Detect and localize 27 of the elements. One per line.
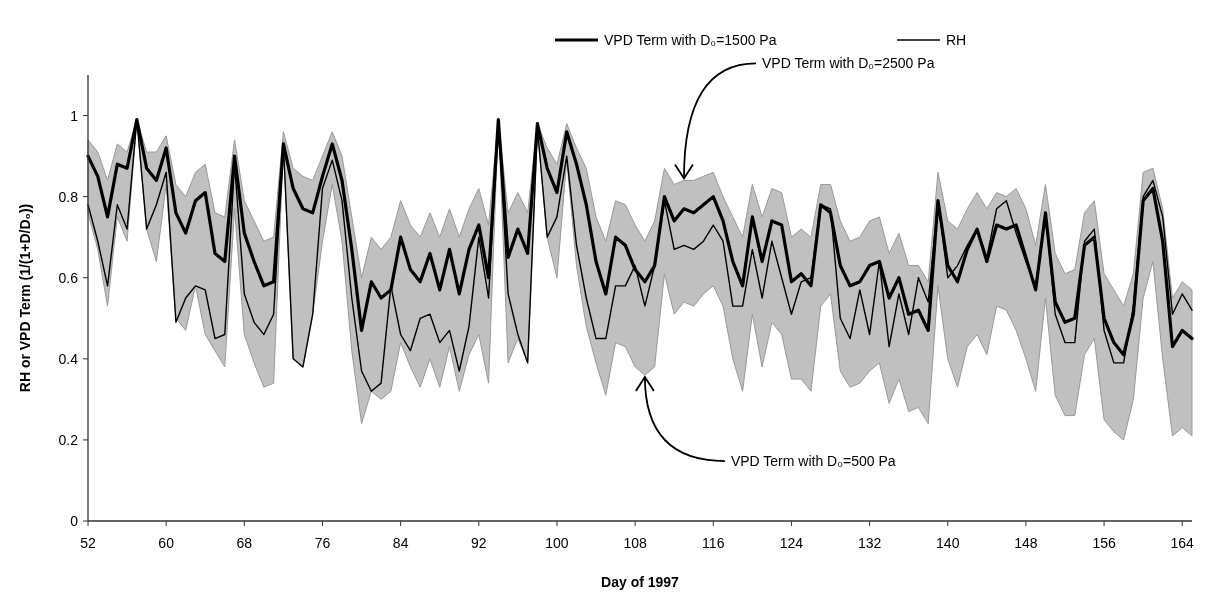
x-tick-label: 116	[702, 535, 725, 551]
legend-label: RH	[946, 32, 967, 48]
y-axis-title: RH or VPD Term (1/(1+D/D₀))	[17, 203, 33, 393]
y-tick-label: 0.4	[58, 350, 79, 367]
x-tick-label: 156	[1092, 535, 1116, 551]
x-tick-label: 124	[779, 535, 804, 551]
x-tick-label: 108	[623, 535, 648, 551]
y-tick-label: 0.8	[58, 188, 79, 205]
x-tick-label: 92	[471, 535, 487, 551]
x-tick-label: 52	[80, 535, 96, 551]
x-axis-title: Day of 1997	[601, 574, 680, 590]
x-tick-label: 132	[857, 535, 882, 551]
y-tick-label: 0	[70, 513, 79, 529]
x-tick-label: 76	[314, 535, 331, 551]
x-tick-label: 100	[545, 535, 569, 551]
x-tick-label: 68	[236, 535, 253, 551]
annotation: VPD Term with D₀=2500 Pa	[761, 55, 935, 72]
annotation: VPD Term with D₀=500 Pa	[730, 453, 896, 470]
x-tick-label: 60	[158, 535, 175, 551]
legend-label: VPD Term with D₀=1500 Pa	[604, 32, 777, 48]
y-tick-label: 0.6	[58, 269, 79, 286]
y-tick-label: 1	[70, 107, 79, 124]
x-tick-label: 140	[936, 535, 960, 551]
x-tick-label: 148	[1014, 535, 1038, 551]
x-tick-label: 84	[392, 535, 409, 551]
x-tick-label: 164	[1170, 535, 1195, 551]
y-tick-label: 0.2	[58, 431, 79, 448]
